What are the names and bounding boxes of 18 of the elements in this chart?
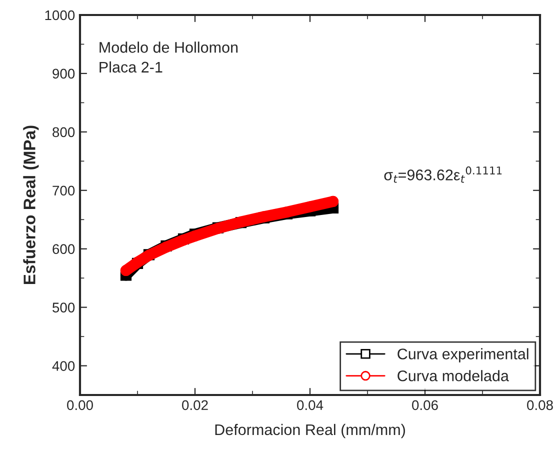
y-tick-label: 1000 [45, 10, 75, 20]
legend-label: Curva experimental [398, 348, 528, 362]
annotation: σ$_{t}$=963.62ε$_{t}$$^{0.1111}$ [384, 166, 502, 183]
x-tick-label: 0.06 [412, 400, 438, 410]
y-tick-label: 400 [52, 361, 75, 371]
y-tick-label: 900 [52, 68, 75, 79]
x-tick-label: 0.08 [527, 400, 553, 410]
y-tick-label: 600 [52, 244, 75, 254]
y-axis-title: Esfuerzo Real (MPa) [23, 126, 39, 284]
annotation: Modelo de Hollomon Placa 2-1 [100, 42, 238, 73]
x-tick-label: 0.00 [67, 400, 93, 410]
x-tick-label: 0.04 [297, 400, 324, 410]
y-tick-label: 500 [52, 302, 75, 312]
x-tick-label: 0.02 [182, 400, 208, 410]
x-axis-title: Deformacion Real (mm/mm) [215, 424, 405, 438]
legend-label: Curva modelada [398, 370, 509, 382]
y-tick-label: 700 [52, 186, 75, 196]
y-tick-label: 800 [52, 127, 75, 138]
